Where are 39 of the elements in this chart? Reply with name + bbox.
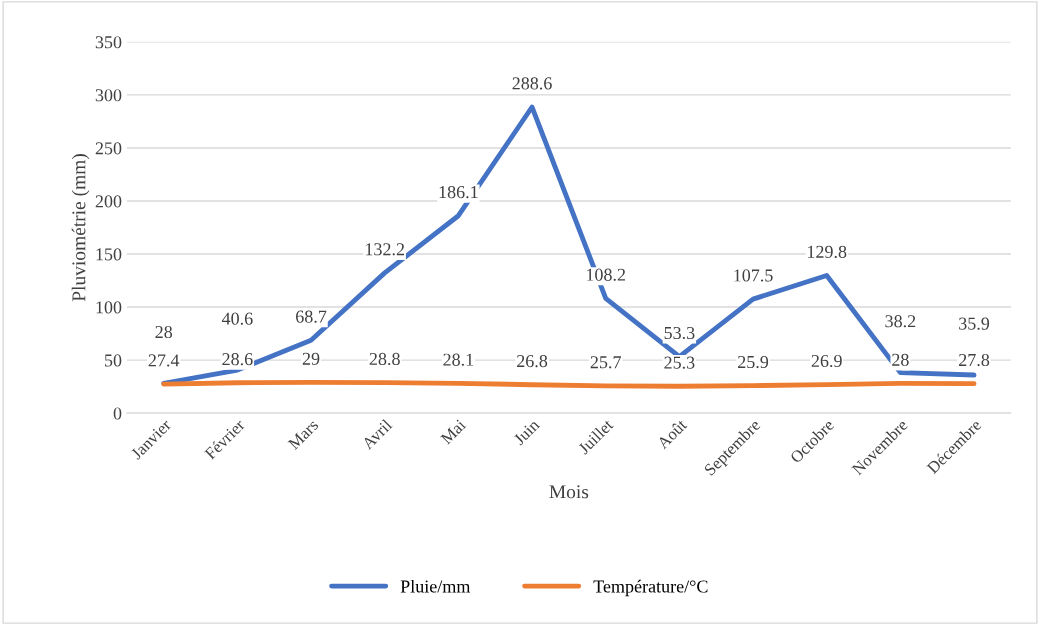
data-label: 28.8 [369, 352, 400, 366]
data-label: 26.8 [517, 354, 548, 368]
legend-label: Température/°C [593, 579, 708, 597]
data-label: 186.1 [439, 185, 478, 199]
x-tick-label: Mai [440, 418, 467, 445]
y-tick-label: 100 [96, 301, 122, 314]
data-label: 107.5 [734, 269, 773, 282]
y-tick-label: 0 [113, 407, 122, 420]
data-label: 27.4 [148, 354, 180, 367]
x-tick-label: Juin [513, 418, 541, 446]
x-tick-label: Mars [287, 418, 319, 451]
legend-label: Pluie/mm [400, 579, 471, 593]
data-label: 35.9 [959, 317, 990, 330]
data-label: 68.7 [296, 310, 327, 323]
data-label: 25.3 [664, 356, 695, 369]
data-label: 29 [302, 352, 320, 365]
data-label: 28 [892, 353, 909, 366]
data-label: 40.6 [221, 312, 253, 325]
data-label: 132.2 [365, 243, 405, 256]
y-tick-label: 250 [95, 142, 122, 155]
data-label: 27.8 [959, 353, 990, 367]
y-tick-label: 300 [95, 89, 122, 102]
data-label: 288.6 [512, 77, 552, 90]
data-label: 38.2 [885, 315, 916, 328]
y-tick-label: 50 [105, 354, 122, 367]
x-axis-title: Mois [549, 485, 589, 499]
data-label: 28 [155, 325, 173, 339]
data-label: 25.7 [590, 356, 621, 369]
data-label: 108.2 [586, 268, 626, 281]
y-tick-label: 350 [95, 36, 122, 49]
y-tick-label: 200 [95, 195, 122, 208]
data-label: 26.9 [811, 354, 842, 368]
data-label: 28.6 [222, 353, 253, 366]
data-label: 28.1 [443, 353, 474, 366]
data-label: 53.3 [664, 326, 695, 340]
y-axis-title: Pluviométrie (mm) [71, 154, 90, 302]
y-tick-label: 150 [96, 248, 122, 261]
data-label: 25.9 [738, 355, 769, 369]
data-label: 129.8 [807, 245, 847, 258]
